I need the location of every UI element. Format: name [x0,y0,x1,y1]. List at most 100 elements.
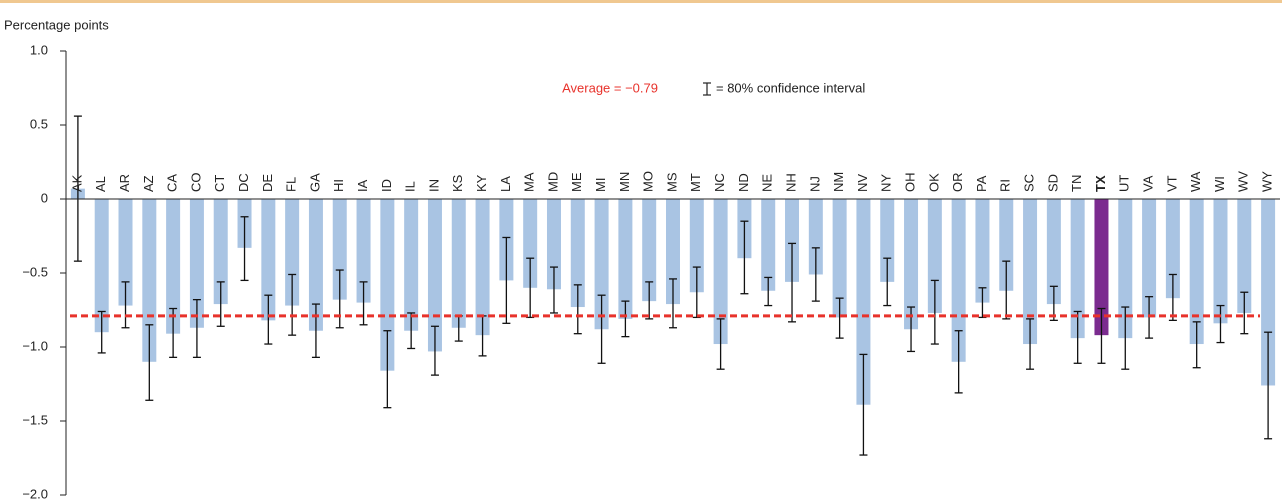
x-tick-label: VA [1141,175,1156,192]
x-tick-label: FL [284,177,299,192]
x-tick-label: AR [117,174,132,192]
x-tick-label: WI [1212,176,1227,192]
bar [427,199,442,352]
bar [1213,199,1228,324]
bar [689,199,704,293]
bar [166,199,181,334]
y-tick-label: −0.5 [22,264,48,279]
x-tick-label: ND [736,173,751,192]
x-tick-label: DC [236,173,251,192]
y-tick-label: 1.0 [30,42,48,57]
x-tick-label: TX [1093,175,1108,192]
x-tick-label: SC [1021,174,1036,192]
x-tick-label: IL [403,181,418,192]
bar [904,199,919,330]
bar [1070,199,1085,339]
bar [785,199,800,282]
bar [808,199,823,275]
x-tick-label: GA [307,173,322,192]
x-tick-label: DE [260,174,275,192]
ci-legend-label: = 80% confidence interval [716,80,865,95]
x-tick-label: ID [379,179,394,192]
bar [213,199,228,305]
y-tick-label: −1.5 [22,412,48,427]
bar [118,199,133,306]
x-tick-label: MI [593,178,608,192]
bar [451,199,466,328]
x-tick-label: NY [879,174,894,192]
bar [523,199,538,288]
x-tick-label: AK [69,174,84,192]
y-tick-label: 0.5 [30,116,48,131]
x-tick-label: NC [712,173,727,192]
y-tick-label: 0 [41,190,48,205]
x-tick-label: TN [1069,175,1084,192]
x-tick-label: MD [545,172,560,192]
bar [713,199,728,345]
bar [189,199,204,328]
bar [880,199,895,282]
ci-legend-icon [703,82,711,96]
bar [261,199,276,321]
x-tick-label: NV [855,174,870,192]
y-tick-label: −1.0 [22,338,48,353]
bar [308,199,323,331]
x-tick-label: MS [664,172,679,192]
bar [404,199,419,331]
x-tick-label: CT [212,175,227,192]
bar [332,199,347,300]
x-tick-label: CA [165,174,180,192]
bar [951,199,966,362]
x-tick-label: LA [498,176,513,192]
bar [1165,199,1180,299]
bar [570,199,585,308]
x-tick-label: MO [641,171,656,192]
bar [856,199,871,405]
x-tick-label: HI [331,179,346,192]
x-tick-label: WA [1188,171,1203,192]
bar [594,199,609,330]
x-tick-label: KY [474,174,489,192]
x-tick-label: AL [93,176,108,192]
x-tick-label: OH [902,173,917,193]
x-tick-label: UT [1117,175,1132,192]
x-tick-label: CO [188,173,203,193]
x-tick-label: MT [688,173,703,192]
x-tick-label: NH [783,173,798,192]
bar [761,199,776,291]
average-label: Average = −0.79 [562,80,658,95]
bar [475,199,490,336]
x-tick-label: NJ [807,176,822,192]
x-tick-label: OR [950,173,965,193]
x-tick-label: IA [355,179,370,192]
bar [1023,199,1038,345]
bar [927,199,942,313]
x-tick-label: SD [1045,174,1060,192]
bar [380,199,395,371]
x-tick-label: NE [760,174,775,192]
bar [1118,199,1133,339]
bar [642,199,657,302]
x-tick-label: KS [450,174,465,192]
x-tick-label: MA [522,172,537,192]
x-tick-label: WY [1260,171,1275,192]
bar [1237,199,1252,313]
bar [666,199,680,305]
bar [975,199,990,303]
bar [999,199,1014,291]
bar [1046,199,1061,305]
x-tick-label: VT [1164,175,1179,192]
x-tick-label: AZ [141,175,156,192]
x-tick-label: RI [998,179,1013,192]
bar [618,199,633,319]
x-tick-label: OK [926,173,941,192]
bar [142,199,157,362]
x-tick-label: PA [974,175,989,192]
y-tick-label: −2.0 [22,486,48,501]
bar [1094,199,1109,336]
bar [94,199,109,333]
bar [1261,199,1276,386]
bar [832,199,847,318]
bar [356,199,371,303]
